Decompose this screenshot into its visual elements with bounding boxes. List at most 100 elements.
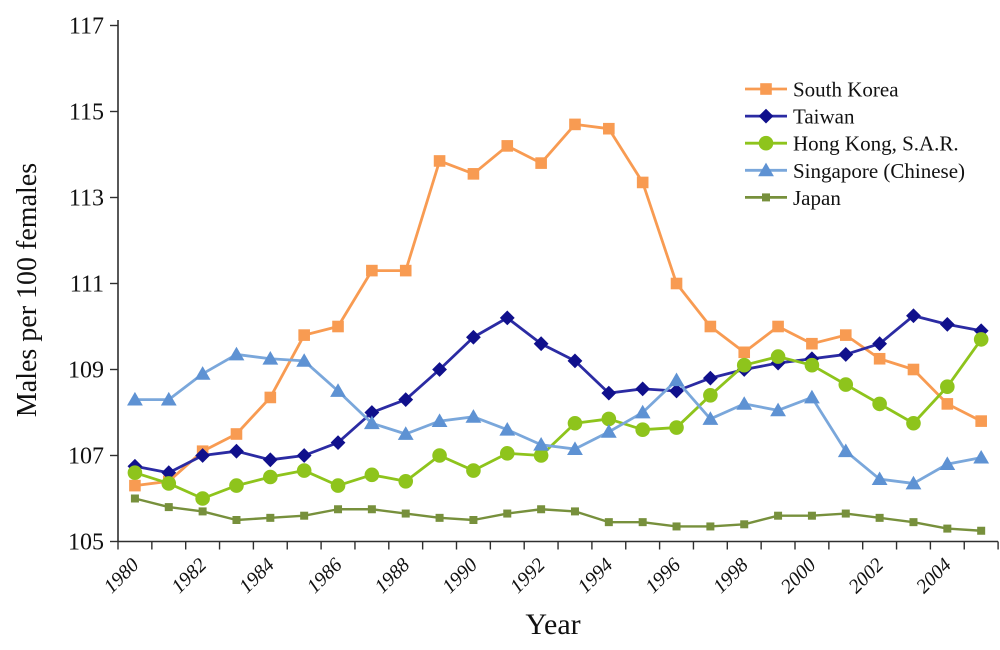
- data-point-taiwan: [262, 452, 278, 468]
- data-point-japan: [706, 522, 715, 531]
- data-point-south-korea: [264, 391, 277, 404]
- data-point-singapore-chinese-: [160, 391, 177, 406]
- data-point-japan: [807, 511, 816, 520]
- data-point-singapore-chinese-: [363, 415, 380, 430]
- y-tick-label: 105: [68, 530, 104, 556]
- data-point-south-korea: [670, 277, 683, 290]
- x-tick-label: 2000: [777, 554, 821, 598]
- data-point-south-korea: [839, 329, 852, 341]
- data-point-south-korea: [873, 352, 886, 365]
- data-point-japan: [774, 511, 783, 520]
- legend-marker-square-icon: [760, 83, 772, 95]
- data-point-hong-kong-s-a-r-: [161, 476, 177, 491]
- series-line-taiwan: [133, 314, 983, 475]
- data-point-japan: [164, 503, 173, 512]
- data-point-singapore-chinese-: [330, 383, 346, 397]
- data-point-south-korea: [975, 415, 987, 427]
- series-line-japan: [133, 497, 983, 532]
- x-tick-label: 1986: [303, 554, 347, 598]
- data-point-singapore-chinese-: [634, 404, 651, 419]
- data-point-hong-kong-s-a-r-: [973, 332, 989, 347]
- data-point-south-korea: [230, 428, 243, 440]
- data-point-hong-kong-s-a-r-: [838, 377, 854, 392]
- data-point-south-korea: [772, 320, 784, 333]
- data-point-hong-kong-s-a-r-: [703, 388, 718, 403]
- data-point-south-korea: [704, 320, 717, 333]
- y-tick-label: 111: [70, 272, 104, 298]
- data-point-singapore-chinese-: [702, 411, 719, 425]
- data-point-singapore-chinese-: [228, 346, 245, 361]
- data-point-hong-kong-s-a-r-: [635, 422, 650, 438]
- data-point-south-korea: [129, 479, 141, 492]
- y-tick-label: 109: [68, 358, 104, 384]
- data-point-singapore-chinese-: [600, 424, 617, 438]
- data-point-singapore-chinese-: [837, 443, 854, 458]
- data-point-hong-kong-s-a-r-: [872, 396, 887, 412]
- y-tick-label: 117: [69, 14, 104, 40]
- data-point-hong-kong-s-a-r-: [263, 469, 278, 485]
- x-tick-label: 1992: [506, 554, 550, 598]
- data-point-hong-kong-s-a-r-: [533, 448, 549, 463]
- legend-label: Singapore (Chinese): [793, 159, 965, 183]
- data-point-south-korea: [467, 168, 480, 180]
- data-point-japan: [977, 526, 986, 535]
- data-point-hong-kong-s-a-r-: [195, 491, 210, 506]
- data-point-hong-kong-s-a-r-: [127, 465, 143, 481]
- data-point-taiwan: [195, 448, 211, 463]
- data-point-japan: [672, 522, 681, 531]
- data-point-taiwan: [567, 353, 583, 369]
- data-point-taiwan: [635, 381, 651, 397]
- data-point-taiwan: [432, 362, 447, 377]
- data-point-singapore-chinese-: [397, 426, 414, 440]
- data-point-south-korea: [433, 155, 446, 167]
- data-point-taiwan: [906, 308, 921, 324]
- y-tick-label: 115: [69, 100, 104, 126]
- data-point-taiwan: [533, 336, 549, 352]
- data-point-south-korea: [399, 264, 412, 277]
- x-tick-label: 1996: [641, 554, 685, 598]
- data-point-hong-kong-s-a-r-: [229, 478, 244, 493]
- data-point-taiwan: [330, 435, 346, 450]
- legend-label: Hong Kong, S.A.R.: [793, 132, 959, 156]
- data-point-south-korea: [298, 329, 310, 341]
- data-point-taiwan: [466, 329, 481, 345]
- data-point-taiwan: [364, 405, 380, 420]
- data-point-japan: [266, 513, 275, 522]
- data-point-south-korea: [738, 346, 751, 359]
- data-point-hong-kong-s-a-r-: [669, 420, 684, 435]
- data-point-hong-kong-s-a-r-: [432, 448, 447, 463]
- data-point-singapore-chinese-: [262, 351, 279, 365]
- x-tick-label: 2004: [912, 554, 956, 598]
- data-point-south-korea: [332, 320, 344, 333]
- data-point-singapore-chinese-: [194, 366, 211, 380]
- data-point-south-korea: [366, 264, 378, 277]
- data-point-japan: [875, 513, 884, 522]
- y-axis-title: Males per 100 females: [12, 163, 43, 417]
- data-point-hong-kong-s-a-r-: [296, 463, 312, 478]
- data-point-singapore-chinese-: [871, 471, 888, 486]
- data-point-japan: [130, 494, 139, 503]
- legend-label: South Korea: [793, 78, 899, 102]
- data-point-japan: [503, 509, 512, 518]
- y-tick-label: 107: [68, 444, 104, 470]
- data-point-south-korea: [907, 363, 920, 376]
- data-point-japan: [537, 505, 546, 514]
- x-tick-label: 2002: [844, 554, 888, 598]
- data-point-japan: [334, 505, 343, 514]
- data-point-south-korea: [535, 157, 547, 169]
- data-point-japan: [841, 509, 850, 518]
- legend-marker-diamond-icon: [758, 108, 774, 124]
- data-point-hong-kong-s-a-r-: [567, 415, 583, 431]
- data-point-hong-kong-s-a-r-: [364, 467, 380, 483]
- legend-marker-triangle-icon: [758, 162, 774, 177]
- data-point-japan: [943, 524, 952, 533]
- data-point-hong-kong-s-a-r-: [770, 349, 786, 364]
- data-point-japan: [367, 505, 376, 514]
- data-point-south-korea: [636, 176, 649, 189]
- data-point-singapore-chinese-: [668, 372, 685, 387]
- data-point-singapore-chinese-: [973, 449, 990, 464]
- data-point-japan: [604, 518, 613, 527]
- x-tick-label: 1998: [709, 554, 753, 598]
- legend-label: Taiwan: [793, 105, 855, 129]
- series-line-hong-kong-s-a-r-: [133, 337, 983, 500]
